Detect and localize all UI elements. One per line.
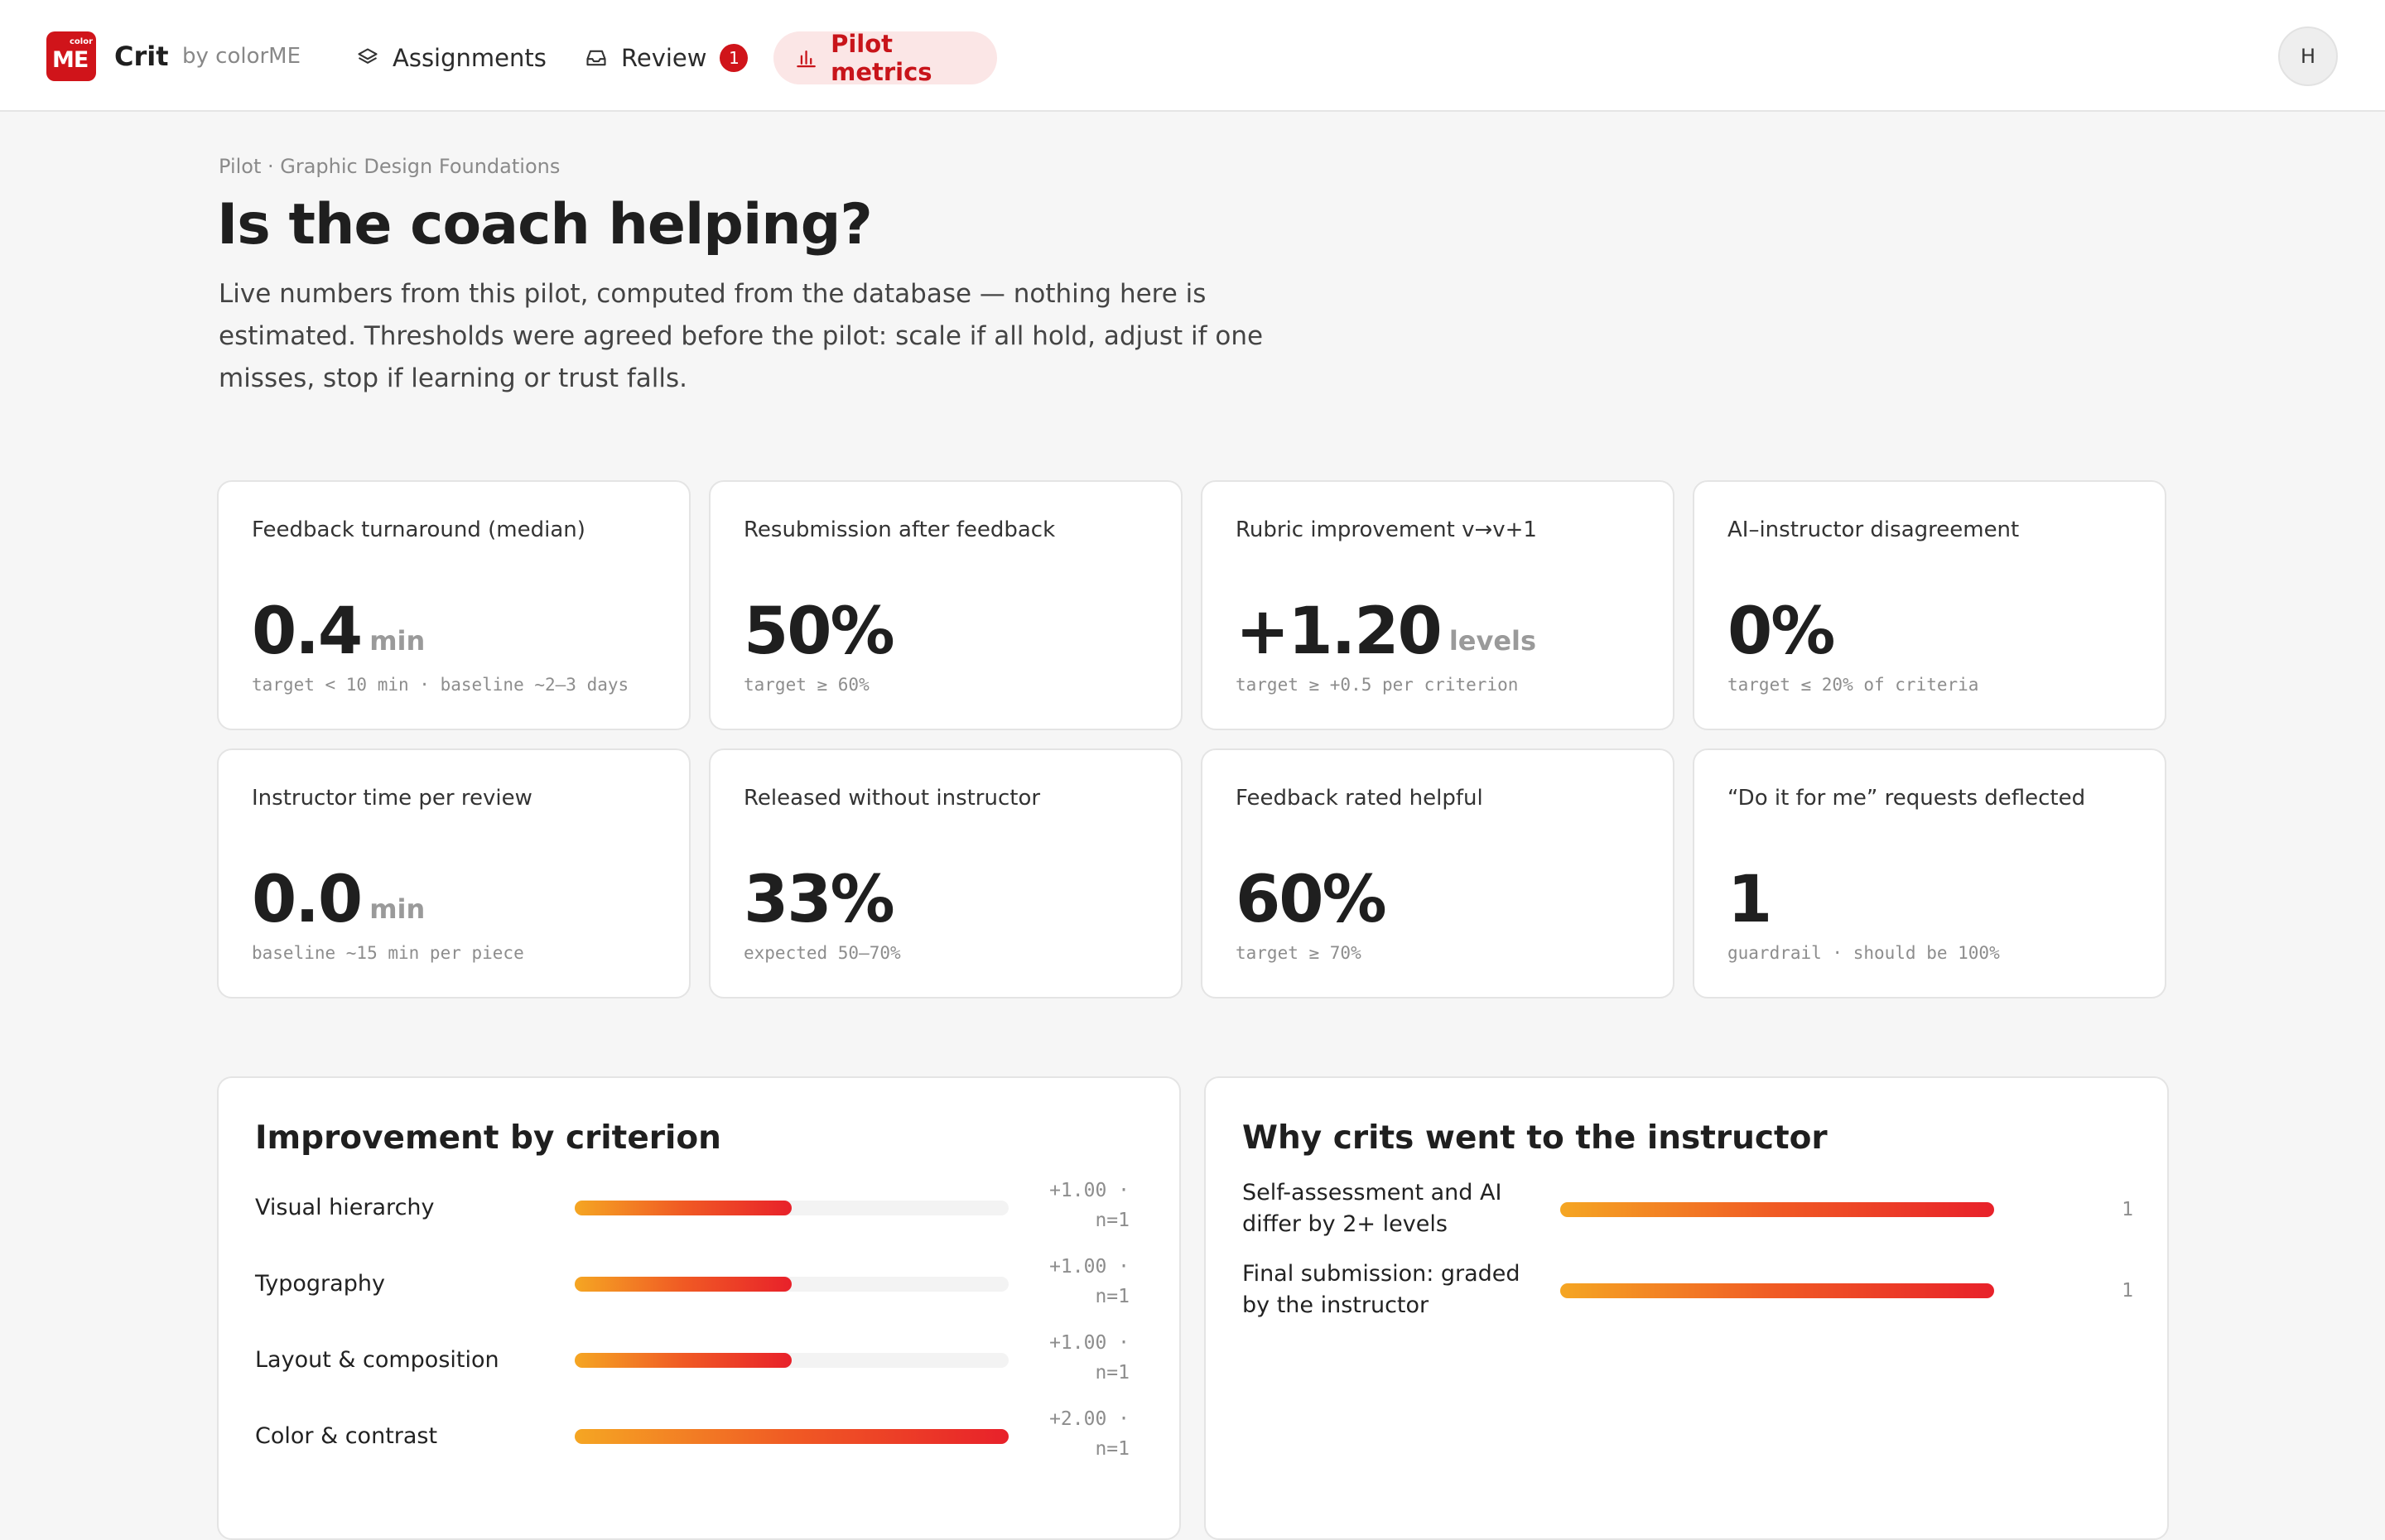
reason-label: Self-assessment and AI differ by 2+ leve… — [1242, 1180, 1502, 1237]
metric-value: 60% — [1236, 856, 1394, 936]
metric-note: target ≥ 60% — [744, 675, 870, 695]
metric-value: 1 — [1727, 856, 1779, 936]
nav-review[interactable]: Review 1 — [585, 31, 749, 84]
metric-label: Feedback turnaround (median) — [252, 517, 585, 542]
criterion-label: Visual hierarchy — [255, 1195, 435, 1220]
metric-note: target ≤ 20% of criteria — [1727, 675, 1979, 695]
criterion-value: +2.00 · n=1 — [1030, 1404, 1130, 1464]
criterion-sample: n=1 — [1095, 1362, 1130, 1384]
metric-unit: min — [369, 625, 426, 657]
metric-value: 0.0 min — [252, 856, 425, 936]
metric-card-disagreement: AI–instructor disagreement 0% target ≤ 2… — [1693, 480, 2166, 730]
criterion-label: Typography — [255, 1271, 385, 1297]
improvement-panel-title: Improvement by criterion — [255, 1119, 721, 1157]
metric-number: 0% — [1727, 594, 1835, 669]
metric-label: “Do it for me” requests deflected — [1727, 786, 2086, 811]
criterion-delta: +1.00 · — [1049, 1256, 1130, 1278]
criterion-delta: +1.00 · — [1049, 1180, 1130, 1201]
metric-unit: min — [369, 893, 426, 925]
metric-unit: levels — [1448, 625, 1537, 657]
metric-number: 60% — [1236, 863, 1387, 937]
logo-small-text: color — [70, 37, 94, 46]
criterion-delta: +2.00 · — [1049, 1408, 1130, 1430]
reason-count: 1 — [2122, 1199, 2133, 1220]
metric-value: 0.4 min — [252, 588, 425, 667]
metric-card-resubmission: Resubmission after feedback 50% target ≥… — [709, 480, 1183, 730]
metric-card-instructor-time: Instructor time per review 0.0 min basel… — [217, 748, 691, 999]
criterion-value: +1.00 · n=1 — [1030, 1252, 1130, 1311]
metric-card-released: Released without instructor 33% expected… — [709, 748, 1183, 999]
metric-card-rubric-improvement: Rubric improvement v→v+1 +1.20 levels ta… — [1201, 480, 1674, 730]
nav-review-label: Review — [621, 44, 707, 72]
criterion-sample: n=1 — [1095, 1210, 1130, 1231]
metric-number: +1.20 — [1236, 594, 1443, 669]
reason-bar-track — [1560, 1283, 1994, 1298]
metric-label: Released without instructor — [744, 786, 1041, 811]
criterion-bar-fill — [575, 1429, 1009, 1444]
metric-label: Rubric improvement v→v+1 — [1236, 517, 1537, 542]
page-intro: Live numbers from this pilot, computed f… — [219, 279, 1264, 393]
criterion-bar-fill — [575, 1201, 792, 1215]
metric-card-turnaround: Feedback turnaround (median) 0.4 min tar… — [217, 480, 691, 730]
improvement-panel: Improvement by criterion Visual hierarch… — [217, 1076, 1181, 1540]
bar-chart-icon — [797, 50, 816, 68]
metric-value: 0% — [1727, 588, 1842, 667]
metric-label: Instructor time per review — [252, 786, 532, 811]
inbox-icon — [586, 50, 606, 66]
metric-note: guardrail · should be 100% — [1727, 943, 2000, 963]
metric-note: target < 10 min · baseline ~2–3 days — [252, 675, 629, 695]
metric-label: Resubmission after feedback — [744, 517, 1056, 542]
nav-assignments-label: Assignments — [393, 44, 547, 72]
metric-label: Feedback rated helpful — [1236, 786, 1483, 811]
review-count-badge: 1 — [720, 44, 749, 72]
criterion-label: Layout & composition — [255, 1347, 499, 1373]
nav-pilot-metrics[interactable]: Pilot metrics — [773, 30, 997, 86]
breadcrumb: Pilot · Graphic Design Foundations — [219, 155, 561, 178]
criterion-bar-track — [575, 1429, 1009, 1444]
criterion-bar-fill — [575, 1353, 792, 1368]
colorme-logo[interactable]: color ME — [46, 31, 96, 81]
criterion-delta: +1.00 · — [1049, 1332, 1130, 1354]
criterion-sample: n=1 — [1095, 1438, 1130, 1460]
criterion-bar-track — [575, 1277, 1009, 1292]
metric-card-deflected: “Do it for me” requests deflected 1 guar… — [1693, 748, 2166, 999]
criterion-value: +1.00 · n=1 — [1030, 1328, 1130, 1388]
criterion-value: +1.00 · n=1 — [1030, 1176, 1130, 1235]
nav-assignments[interactable]: Assignments — [356, 31, 547, 84]
app-name[interactable]: Crit — [114, 41, 169, 72]
reason-label: Final submission: graded by the instruct… — [1242, 1261, 1520, 1318]
metric-value: 50% — [744, 588, 902, 667]
reason-count: 1 — [2122, 1280, 2133, 1302]
metric-number: 0.4 — [252, 594, 363, 669]
escalation-panel: Why crits went to the instructor Self-as… — [1204, 1076, 2169, 1540]
logo-big-text: ME — [52, 47, 89, 73]
metric-label: AI–instructor disagreement — [1727, 517, 2020, 542]
metric-value: +1.20 levels — [1236, 588, 1536, 667]
criterion-label: Color & contrast — [255, 1423, 438, 1449]
layers-icon — [358, 48, 378, 64]
user-avatar[interactable]: H — [2278, 26, 2338, 86]
metric-card-helpful: Feedback rated helpful 60% target ≥ 70% — [1201, 748, 1674, 999]
metric-note: target ≥ 70% — [1236, 943, 1361, 963]
criterion-sample: n=1 — [1095, 1286, 1130, 1307]
metric-number: 0.0 — [252, 863, 363, 937]
metric-value: 33% — [744, 856, 902, 936]
app-by-line: by colorME — [182, 44, 301, 69]
top-bar: color ME Crit by colorME Assignments Rev… — [0, 0, 2385, 112]
metric-note: target ≥ +0.5 per criterion — [1236, 675, 1519, 695]
page-title: Is the coach helping? — [217, 192, 873, 257]
escalation-panel-title: Why crits went to the instructor — [1242, 1119, 1828, 1157]
nav-pilot-metrics-label: Pilot metrics — [831, 30, 932, 86]
criterion-bar-fill — [575, 1277, 792, 1292]
criterion-bar-track — [575, 1201, 1009, 1215]
criterion-bar-track — [575, 1353, 1009, 1368]
reason-bar-fill — [1560, 1283, 1994, 1298]
metric-number: 1 — [1727, 863, 1772, 937]
metric-note: expected 50–70% — [744, 943, 901, 963]
metric-number: 33% — [744, 863, 895, 937]
reason-bar-track — [1560, 1202, 1994, 1217]
metric-number: 50% — [744, 594, 895, 669]
reason-bar-fill — [1560, 1202, 1994, 1217]
metric-note: baseline ~15 min per piece — [252, 943, 524, 963]
